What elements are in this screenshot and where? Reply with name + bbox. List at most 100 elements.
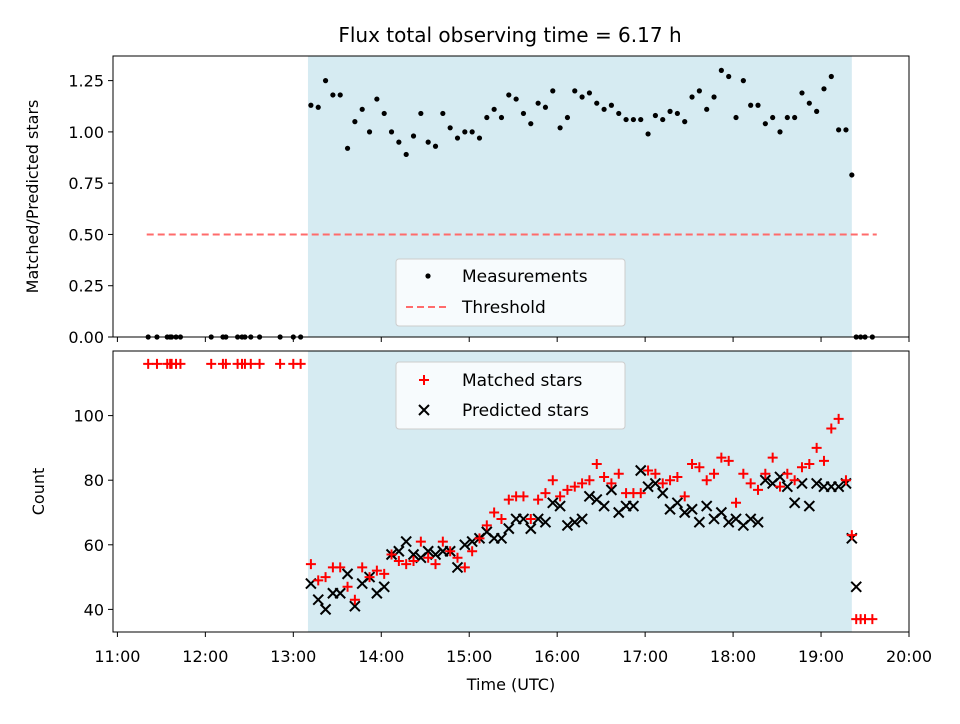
predicted-star-point xyxy=(569,516,581,528)
matched-star-point xyxy=(525,513,536,524)
matched-star-point xyxy=(220,358,231,369)
predicted-star-point xyxy=(693,516,706,528)
matched-star-point xyxy=(452,552,463,563)
measurement-point xyxy=(733,114,739,121)
measurement-points xyxy=(145,67,875,340)
matched-star-point xyxy=(804,459,815,470)
measurement-point xyxy=(616,110,622,117)
matched-star-point xyxy=(364,572,375,583)
x-tick-label: 18:00 xyxy=(710,647,756,666)
top-y-ticks: 0.00 0.25 0.50 0.75 1.00 1.25 xyxy=(68,72,113,347)
measurement-point xyxy=(821,86,827,92)
measurement-point xyxy=(506,92,512,98)
predicted-star-point xyxy=(657,487,669,499)
legend-predicted-label: Predicted stars xyxy=(462,401,589,421)
measurement-point xyxy=(564,114,571,121)
matched-star-point xyxy=(569,481,580,492)
matched-star-point xyxy=(305,559,316,570)
matched-star-point xyxy=(577,478,588,489)
predicted-star-point xyxy=(810,477,823,490)
matched-star-point xyxy=(760,468,771,479)
measurement-point xyxy=(528,121,534,127)
matched-star-point xyxy=(701,475,712,486)
predicted-star-point xyxy=(679,506,691,519)
predicted-star-point xyxy=(525,522,537,535)
measurement-point xyxy=(572,88,578,94)
matched-star-point xyxy=(313,575,324,586)
bottom-y-tick-label: 40 xyxy=(84,600,104,619)
measurement-point xyxy=(557,125,563,131)
measurement-point xyxy=(836,127,842,133)
matched-star-point xyxy=(518,491,529,502)
measurement-point xyxy=(550,88,556,94)
predicted-star-point xyxy=(583,490,596,503)
bottom-y-ticks: 40 60 80 100 xyxy=(73,407,113,619)
x-tick-label: 17:00 xyxy=(622,647,668,666)
matched-star-point xyxy=(796,462,807,473)
matched-star-point xyxy=(335,562,346,573)
predicted-star-point xyxy=(422,545,434,557)
predicted-star-point xyxy=(605,484,618,496)
measurement-point xyxy=(388,129,395,135)
matched-star-point xyxy=(423,552,434,563)
matched-star-point xyxy=(867,614,878,625)
matched-star-point xyxy=(745,478,756,489)
predicted-star-point xyxy=(459,539,471,551)
predicted-star-point xyxy=(378,581,390,593)
predicted-star-point xyxy=(503,522,515,535)
measurement-point xyxy=(740,78,746,84)
measurement-point xyxy=(770,114,776,121)
top-axes-frame xyxy=(112,55,910,338)
measurement-point xyxy=(344,145,351,151)
matched-star-point xyxy=(547,475,558,486)
matched-star-point xyxy=(672,471,683,482)
measurement-point xyxy=(440,110,446,117)
matched-star-point xyxy=(657,478,668,489)
top-y-tick-label: 1.25 xyxy=(68,72,104,91)
measurement-point xyxy=(608,102,615,108)
measurement-point xyxy=(689,94,695,100)
matched-star-point xyxy=(540,488,551,499)
matched-star-point xyxy=(496,513,507,524)
measurement-point xyxy=(652,112,658,119)
bottom-y-tick-label: 100 xyxy=(73,407,104,426)
matched-star-point xyxy=(687,459,698,470)
top-y-tick-label: 0.25 xyxy=(68,277,104,296)
legend-predicted-marker xyxy=(418,404,430,416)
measurement-point xyxy=(711,94,717,100)
matched-star-point xyxy=(555,491,566,502)
predicted-star-point xyxy=(349,600,361,612)
legend-measurements-marker xyxy=(425,273,431,279)
matched-star-point xyxy=(562,484,573,495)
measurement-point xyxy=(799,90,805,96)
matched-star-point xyxy=(437,536,448,547)
count-panel: 40 60 80 100 11:00 12:00 13:00 14:00 15:00 16:00… xyxy=(29,350,932,694)
matched-star-point xyxy=(357,562,368,573)
x-tick-label: 14:00 xyxy=(358,647,404,666)
predicted-star-point xyxy=(686,503,698,515)
x-axis-label: Time (UTC) xyxy=(466,675,555,694)
matched-star-point xyxy=(635,488,646,499)
measurement-point xyxy=(308,102,314,108)
bottom-y-tick-label: 60 xyxy=(84,536,104,555)
matched-star-point xyxy=(275,358,286,369)
matched-star-point xyxy=(709,468,720,479)
matched-star-point xyxy=(643,465,654,476)
matched-star-point xyxy=(445,546,456,557)
matched-star-point xyxy=(386,549,397,560)
matched-star-point xyxy=(826,423,837,434)
matched-star-point xyxy=(694,462,705,473)
matched-star-point xyxy=(846,530,857,541)
matched-star-point xyxy=(371,565,382,576)
predicted-star-point xyxy=(649,477,662,490)
measurement-point xyxy=(660,116,666,123)
matched-star-point xyxy=(840,475,851,486)
matched-star-point xyxy=(401,559,412,570)
predicted-star-point xyxy=(744,513,757,525)
predicted-star-point xyxy=(547,497,559,509)
matched-star-point xyxy=(254,358,265,369)
measurement-point xyxy=(667,108,673,114)
measurement-point xyxy=(418,110,424,117)
matched-star-point xyxy=(716,452,727,463)
predicted-star-point xyxy=(642,480,654,493)
